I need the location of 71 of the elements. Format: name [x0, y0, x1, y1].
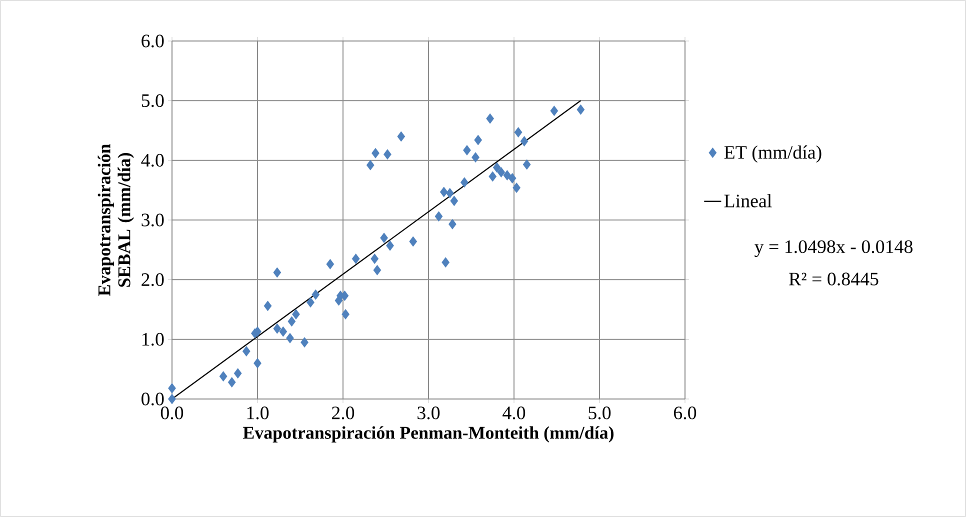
- point: [242, 346, 250, 356]
- point: [448, 218, 456, 230]
- y-tick-label: 4.0: [141, 154, 164, 167]
- point: [288, 316, 296, 327]
- point: [264, 300, 272, 312]
- point: [397, 131, 406, 142]
- point: [384, 149, 392, 160]
- point: [503, 170, 512, 180]
- point: [386, 240, 394, 251]
- point: [234, 368, 242, 379]
- point: [312, 289, 320, 300]
- point: [512, 182, 521, 193]
- point: [520, 136, 528, 146]
- point: [372, 148, 380, 158]
- point: [492, 162, 501, 173]
- point: [450, 196, 458, 206]
- point: [326, 258, 334, 270]
- x-tick-label: 1.0: [247, 406, 269, 420]
- x-tick-label: 5.0: [588, 406, 611, 420]
- point: [306, 297, 314, 308]
- point: [446, 188, 454, 198]
- point: [409, 236, 418, 247]
- point: [434, 211, 443, 222]
- y-tick-label: 2.0: [142, 273, 164, 286]
- y-tick-label: 3.0: [142, 214, 164, 226]
- x-tick-label: 6.0: [674, 406, 696, 420]
- point: [380, 232, 388, 244]
- point: [472, 152, 480, 163]
- y-tick-label: 0.0: [142, 392, 164, 406]
- point: [463, 144, 471, 156]
- point: [460, 177, 468, 188]
- point: [497, 167, 506, 178]
- point: [442, 257, 450, 268]
- point: [352, 254, 360, 264]
- x-tick-label: 0.0: [160, 406, 184, 420]
- point: [366, 160, 374, 170]
- point: [550, 106, 558, 116]
- y-tick-label: 6.0: [142, 34, 164, 48]
- point: [228, 377, 236, 388]
- y-tick-label: 1.0: [142, 332, 164, 346]
- text: R² = 0.8445: [789, 272, 878, 286]
- point: [342, 309, 350, 320]
- point: [488, 171, 497, 182]
- point: [474, 134, 482, 146]
- point: [279, 326, 288, 337]
- x-tick-label: 4.0: [502, 406, 526, 420]
- point: [370, 254, 379, 264]
- point: [286, 332, 294, 344]
- point: [254, 358, 262, 368]
- y-tick-label: 5.0: [142, 94, 164, 108]
- y-axis-title: Evapotranspiración SEBAL (mm/día): [98, 144, 134, 296]
- point: [440, 186, 448, 198]
- point: [273, 323, 282, 334]
- point: [300, 337, 308, 348]
- point: [576, 104, 585, 115]
- point: [273, 267, 282, 278]
- point: [168, 394, 176, 404]
- x-tick-label: 3.0: [418, 406, 440, 420]
- text: y = 1.0498x - 0.0148: [754, 240, 912, 257]
- point: [292, 309, 300, 320]
- x-tick-label: 2.0: [332, 406, 354, 420]
- point: [486, 113, 494, 124]
- point: [219, 371, 228, 382]
- legend-label: ET (mm/día): [724, 145, 822, 163]
- point: [522, 159, 531, 170]
- point: [373, 264, 382, 276]
- x-axis-title: Evapotranspiración Penman-Monteith (mm/día): [243, 426, 614, 442]
- point: [514, 127, 522, 138]
- point: [508, 173, 516, 184]
- point: [168, 383, 176, 394]
- legend-label: Lineal: [724, 194, 772, 208]
